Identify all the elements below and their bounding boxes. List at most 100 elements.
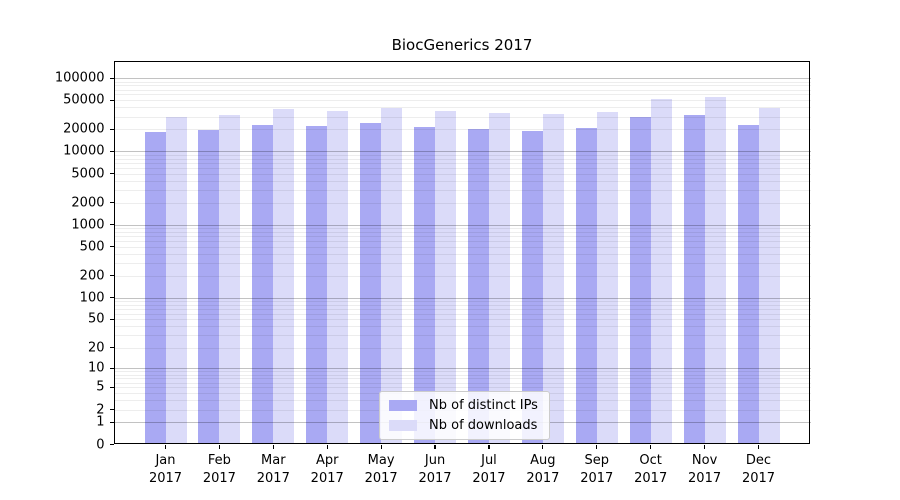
gridline-60: [113, 313, 811, 315]
gridline-300: [113, 262, 811, 264]
gridline-90: [113, 300, 811, 302]
y-tick-500: [109, 246, 114, 248]
gridline-80000: [113, 85, 811, 87]
y-tick-label-5000: 5000: [71, 166, 105, 181]
x-tick-jan: [164, 444, 167, 449]
gridline-3000: [113, 189, 811, 191]
x-tick-label-jan: Jan 2017: [148, 452, 183, 486]
legend-item-downloads: Nb of downloads: [389, 418, 538, 433]
gridline-9: [113, 371, 811, 373]
y-tick-200: [109, 275, 114, 277]
legend-swatch-distinct-ips: [389, 400, 417, 411]
gridline-40000: [113, 107, 811, 109]
y-tick-2: [109, 408, 114, 411]
gridline-200: [113, 275, 811, 277]
gridline-5: [113, 387, 811, 389]
bar-downloads-jun: [435, 111, 457, 445]
gridline-700: [113, 236, 811, 238]
bar-downloads-sep: [596, 111, 618, 445]
y-tick-1: [109, 421, 114, 424]
gridline-100: [113, 297, 811, 299]
legend-label-distinct-ips: Nb of distinct IPs: [429, 398, 538, 413]
y-tick-50: [109, 318, 114, 320]
bar-downloads-jul: [488, 113, 510, 445]
gridline-4000: [113, 180, 811, 182]
y-tick-label-500: 500: [79, 239, 105, 255]
y-tick-label-5: 5: [96, 379, 105, 395]
bar-downloads-oct: [650, 99, 672, 445]
y-tick-2000: [109, 202, 114, 204]
gridline-7000: [113, 162, 811, 164]
gridline-8: [113, 374, 811, 376]
bar-distinct-ips-feb: [198, 130, 220, 445]
bar-downloads-apr: [327, 110, 349, 445]
gridline-20: [113, 347, 811, 349]
x-tick-label-sep: Sep 2017: [580, 452, 614, 486]
x-tick-nov: [703, 444, 706, 449]
x-tick-apr: [326, 444, 328, 449]
gridline-7: [113, 378, 811, 380]
bar-distinct-ips-dec: [737, 124, 759, 445]
bar-distinct-ips-jun: [414, 127, 436, 445]
bar-downloads-aug: [542, 114, 564, 445]
bar-distinct-ips-mar: [252, 124, 274, 445]
y-tick-10000: [109, 150, 114, 153]
x-tick-label-jul: Jul 2017: [472, 452, 506, 486]
x-tick-jun: [434, 444, 436, 449]
x-tick-aug: [542, 444, 544, 449]
y-tick-label-2: 2: [96, 402, 105, 418]
y-tick-100000: [109, 77, 114, 79]
gridline-60000: [113, 94, 811, 96]
gridline-70000: [113, 89, 811, 91]
gridline-30000: [113, 116, 811, 118]
legend: Nb of distinct IPs Nb of downloads: [379, 391, 550, 440]
gridline-10: [113, 368, 811, 370]
bar-downloads-jan: [165, 116, 187, 445]
x-tick-mar: [272, 444, 274, 449]
y-tick-50000: [109, 99, 114, 101]
gridline-1000: [113, 224, 811, 226]
y-tick-label-100: 100: [79, 290, 105, 306]
gridline-100000: [113, 78, 811, 80]
y-tick-0: [109, 443, 114, 446]
bar-distinct-ips-apr: [306, 125, 328, 445]
x-tick-label-apr: Apr 2017: [310, 452, 344, 486]
bar-downloads-may: [381, 108, 403, 445]
x-tick-label-jun: Jun 2017: [418, 452, 452, 486]
gridline-600: [113, 240, 811, 242]
gridline-20000: [113, 129, 811, 131]
y-tick-label-20: 20: [87, 340, 105, 356]
x-tick-jul: [488, 444, 490, 449]
legend-item-distinct-ips: Nb of distinct IPs: [389, 398, 538, 413]
bar-downloads-mar: [273, 108, 295, 445]
y-tick-label-1000: 1000: [71, 217, 105, 233]
gridline-6000: [113, 167, 811, 169]
x-tick-label-aug: Aug 2017: [526, 452, 560, 486]
bar-distinct-ips-may: [360, 122, 382, 445]
x-tick-sep: [596, 444, 598, 449]
bar-distinct-ips-nov: [683, 115, 705, 445]
y-tick-20000: [109, 128, 114, 130]
y-tick-100: [109, 297, 114, 299]
y-tick-label-100000: 100000: [54, 70, 105, 86]
gridline-30: [113, 335, 811, 337]
gridline-2000: [113, 202, 811, 204]
gridline-900: [113, 228, 811, 230]
y-tick-label-50000: 50000: [63, 92, 105, 108]
gridline-40: [113, 326, 811, 328]
x-tick-label-dec: Dec 2017: [741, 452, 776, 486]
x-tick-label-oct: Oct 2017: [634, 452, 668, 486]
gridline-50: [113, 319, 811, 321]
gridline-8000: [113, 158, 811, 160]
gridline-500: [113, 246, 811, 248]
x-tick-dec: [757, 444, 760, 449]
y-tick-label-10000: 10000: [63, 143, 105, 159]
bar-distinct-ips-oct: [629, 116, 651, 445]
bar-distinct-ips-jul: [467, 129, 489, 445]
y-tick-label-20000: 20000: [63, 121, 105, 137]
x-tick-oct: [650, 444, 652, 449]
x-tick-label-mar: Mar 2017: [256, 452, 290, 486]
gridline-400: [113, 253, 811, 255]
y-tick-label-50: 50: [87, 311, 105, 327]
